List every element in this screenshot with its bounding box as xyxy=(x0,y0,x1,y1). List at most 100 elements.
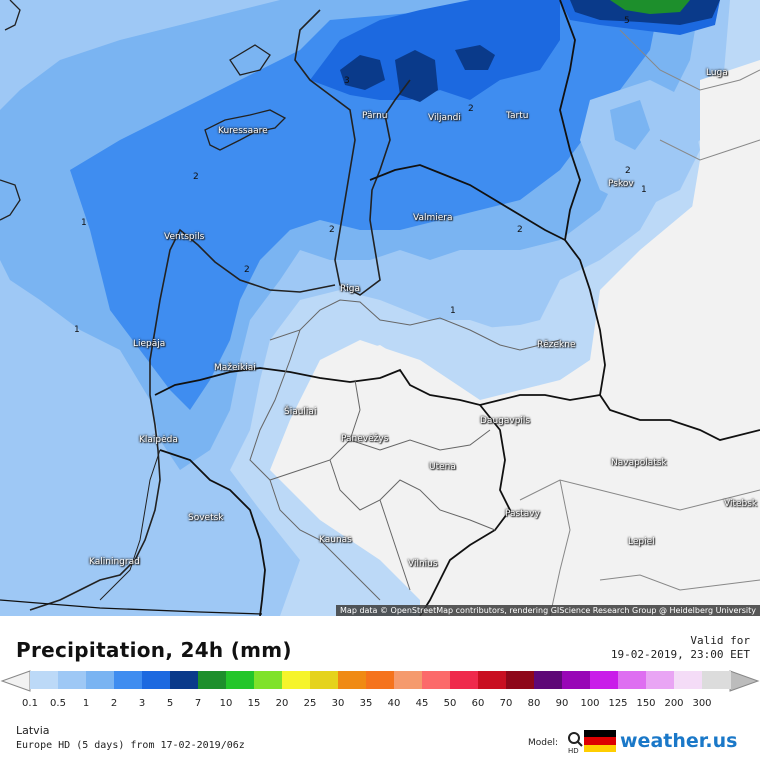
scale-swatch xyxy=(450,671,479,689)
scale-swatch xyxy=(310,671,339,689)
precipitation-map[interactable]: 1 1 1 1 2 2 2 2 2 2 3 5 Luga Kuressaare … xyxy=(0,0,760,616)
city-valmiera[interactable]: Valmiera xyxy=(413,213,453,223)
city-vilnius[interactable]: Vilnius xyxy=(408,559,438,569)
city-label: Viljandi xyxy=(428,113,461,123)
city-label: Daugavpils xyxy=(480,416,531,426)
city-label: Lepiel xyxy=(628,537,655,547)
city-kaliningrad[interactable]: Kaliningrad xyxy=(89,557,140,567)
city-label: Pastavy xyxy=(505,509,540,519)
contour-label-1-a: 1 xyxy=(81,218,87,228)
scale-right-arrow xyxy=(729,670,760,692)
city-parnu[interactable]: Pärnu xyxy=(362,111,388,121)
city-viljandi[interactable]: Viljandi xyxy=(428,113,461,123)
city-label: Klaipėda xyxy=(139,435,178,445)
scale-label: 20 xyxy=(275,698,289,709)
city-lepiel[interactable]: Lepiel xyxy=(628,537,655,547)
scale-label: 80 xyxy=(527,698,541,709)
city-klaipeda[interactable]: Klaipėda xyxy=(139,435,178,445)
scale-swatch xyxy=(114,671,143,689)
city-label: Utena xyxy=(429,462,456,472)
scale-label: 70 xyxy=(499,698,513,709)
city-pskov[interactable]: Pskov xyxy=(608,179,634,189)
scale-swatch xyxy=(170,671,199,689)
city-kaunas[interactable]: Kaunas xyxy=(319,535,352,545)
scale-swatch xyxy=(254,671,283,689)
valid-time-value: 19-02-2019, 23:00 EET xyxy=(610,648,750,661)
scale-swatch xyxy=(590,671,619,689)
scale-label: 5 xyxy=(166,698,174,709)
scale-swatch xyxy=(562,671,591,689)
city-tartu[interactable]: Tartu xyxy=(506,111,528,121)
contour-label-2-a: 2 xyxy=(193,172,199,182)
city-ventspils[interactable]: Ventspils xyxy=(164,232,204,242)
scale-label: 2 xyxy=(110,698,118,709)
city-label: Sovetsk xyxy=(188,513,224,523)
city-label: Riga xyxy=(340,284,360,294)
city-riga[interactable]: Riga xyxy=(340,284,360,294)
scale-label: 60 xyxy=(471,698,485,709)
map-canvas xyxy=(0,0,760,616)
city-kuressaare[interactable]: Kuressaare xyxy=(218,126,268,136)
scale-label: 15 xyxy=(247,698,261,709)
city-siauliai[interactable]: Šiauliai xyxy=(284,407,316,417)
city-vitebsk[interactable]: Vitebsk xyxy=(724,499,757,509)
city-daugavpils[interactable]: Daugavpils xyxy=(480,416,530,426)
germany-flag-icon xyxy=(584,730,616,752)
city-label: Mažeikiai xyxy=(214,363,256,373)
city-label: Kaunas xyxy=(319,535,352,545)
scale-label: 0.5 xyxy=(50,698,66,709)
scale-label: 3 xyxy=(138,698,146,709)
scale-swatch xyxy=(226,671,255,689)
scale-label: 45 xyxy=(415,698,429,709)
scale-label: 7 xyxy=(194,698,202,709)
city-label: Luga xyxy=(706,68,728,78)
city-label: Ventspils xyxy=(164,232,205,242)
city-luga[interactable]: Luga xyxy=(706,68,728,78)
scale-swatch xyxy=(86,671,115,689)
city-sovetsk[interactable]: Sovetsk xyxy=(188,513,224,523)
scale-swatch xyxy=(58,671,87,689)
scale-swatch xyxy=(422,671,451,689)
contour-label-2-c: 2 xyxy=(329,225,335,235)
scale-swatch xyxy=(198,671,227,689)
city-utena[interactable]: Utena xyxy=(429,462,456,472)
contour-label-2-b: 2 xyxy=(244,265,250,275)
city-panevezys[interactable]: Panevėžys xyxy=(341,434,388,444)
scale-label: 0.1 xyxy=(22,698,38,709)
legend-panel: Precipitation, 24h (mm) Valid for 19-02-… xyxy=(0,616,760,760)
svg-text:HD: HD xyxy=(568,747,579,754)
model-label: Model: xyxy=(528,738,559,748)
city-rezekne[interactable]: Rēzekne xyxy=(537,340,576,350)
city-label: Vilnius xyxy=(408,559,438,569)
city-pastavy[interactable]: Pastavy xyxy=(505,509,540,519)
scale-label: 30 xyxy=(331,698,345,709)
scale-swatch xyxy=(618,671,647,689)
city-label: Vitebsk xyxy=(724,499,758,509)
scale-label: 90 xyxy=(555,698,569,709)
city-label: Kaliningrad xyxy=(89,557,140,567)
city-label: Kuressaare xyxy=(218,126,268,136)
scale-label: 1 xyxy=(82,698,90,709)
city-liepaja[interactable]: Liepāja xyxy=(133,339,165,349)
contour-label-1-b: 1 xyxy=(74,325,80,335)
scale-swatch xyxy=(142,671,171,689)
scale-label: 40 xyxy=(387,698,401,709)
city-label: Navapolatsk xyxy=(611,458,667,468)
brand-logo[interactable]: weather.us xyxy=(620,730,738,752)
valid-time: Valid for 19-02-2019, 23:00 EET xyxy=(611,634,750,662)
scale-label: 25 xyxy=(303,698,317,709)
scale-swatch xyxy=(478,671,507,689)
scale-label: 50 xyxy=(443,698,457,709)
contour-label-2-f: 2 xyxy=(625,166,631,176)
city-label: Pärnu xyxy=(362,111,388,121)
scale-swatch xyxy=(30,671,59,689)
city-label: Tartu xyxy=(506,111,529,121)
contour-label-2-e: 2 xyxy=(517,225,523,235)
city-label: Valmiera xyxy=(413,213,453,223)
scale-swatch xyxy=(702,671,731,689)
scale-swatch xyxy=(534,671,563,689)
city-label: Liepāja xyxy=(133,339,166,349)
city-navapolatsk[interactable]: Navapolatsk xyxy=(611,458,667,468)
scale-label: 200 xyxy=(664,698,684,709)
city-mazeikiai[interactable]: Mažeikiai xyxy=(214,363,256,373)
